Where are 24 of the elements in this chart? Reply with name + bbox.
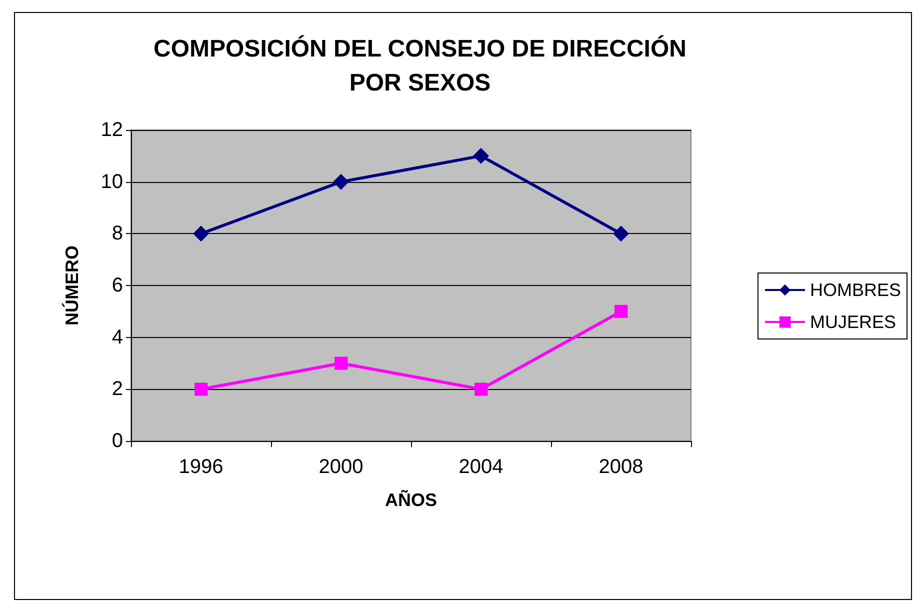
point [474, 382, 488, 396]
point [333, 174, 349, 190]
y-tick-label: 4 [112, 326, 123, 348]
point [334, 356, 348, 370]
x-tick-label: 2000 [318, 456, 364, 478]
point [613, 226, 629, 242]
x-tick-label: 1996 [178, 456, 224, 478]
y-tick-label: 2 [112, 378, 123, 400]
legend-label: HOMBRES [810, 280, 902, 300]
y-tick-label: 12 [100, 119, 123, 141]
chart-title: COMPOSICIÓN DEL CONSEJO DE DIRECCIÓN POR SEXOS [154, 34, 686, 96]
y-tick-label: 8 [112, 222, 123, 245]
point [194, 382, 208, 396]
point [193, 226, 209, 242]
y-tick-label: 10 [100, 170, 123, 193]
point [614, 304, 628, 318]
legend-label: MUJERES [810, 312, 896, 332]
y-tick-label: 6 [112, 274, 123, 296]
point [473, 148, 489, 164]
x-axis-title: AÑOS [384, 489, 438, 510]
y-axis-title: NÚMERO [62, 246, 82, 326]
y-tick-label: 0 [112, 430, 123, 452]
x-tick-label: 2008 [598, 456, 644, 478]
x-tick-label: 2004 [458, 456, 504, 478]
